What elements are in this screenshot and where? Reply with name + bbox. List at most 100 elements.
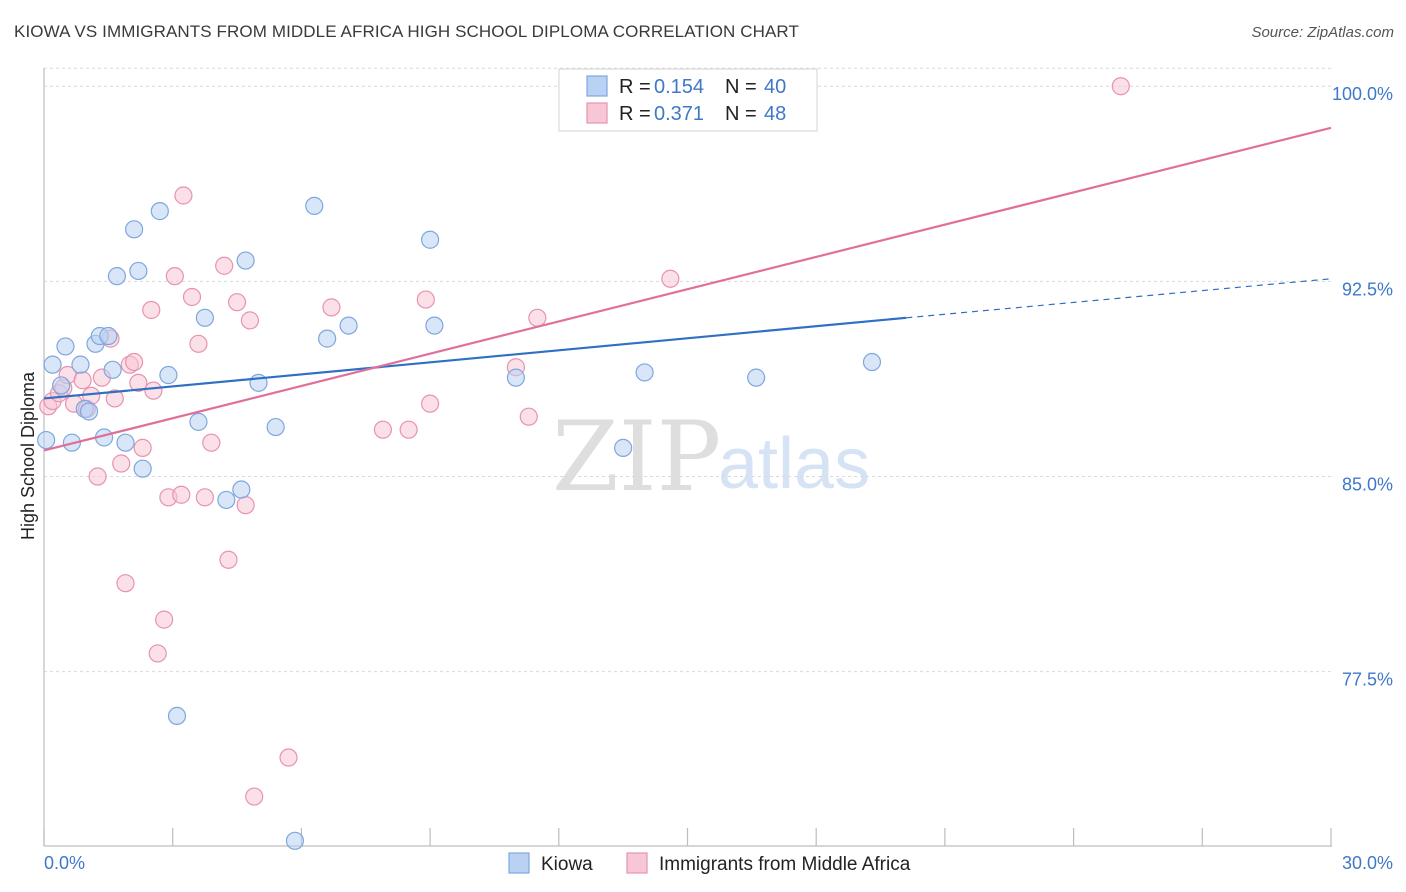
data-point-africa: [88, 467, 107, 486]
data-point-kiowa: [232, 480, 251, 499]
data-point-africa: [144, 381, 163, 400]
data-point-africa: [421, 394, 440, 413]
bottom-legend-label-africa: Immigrants from Middle Africa: [659, 854, 911, 875]
data-point-kiowa: [52, 376, 71, 395]
legend-r-label-kiowa: R =: [619, 76, 651, 98]
y-tick-label: 85.0%: [1342, 475, 1393, 495]
data-point-africa: [416, 290, 435, 309]
legend-swatch-kiowa: [586, 75, 608, 97]
data-point-kiowa: [635, 363, 654, 382]
bottom-legend: Kiowa Immigrants from Middle Africa: [508, 852, 911, 875]
data-point-africa: [155, 610, 174, 629]
data-point-kiowa: [71, 355, 90, 374]
data-point-kiowa: [159, 365, 178, 385]
x-tick-label-min: 0.0%: [44, 853, 85, 873]
data-point-kiowa: [195, 308, 214, 327]
trendline-africa: [43, 126, 1332, 452]
series-kiowa: [37, 77, 882, 850]
data-point-africa: [133, 438, 152, 457]
legend-n-label-africa: N =: [725, 103, 757, 125]
data-point-kiowa: [124, 220, 144, 239]
bottom-legend-swatch-africa: [626, 852, 648, 874]
data-point-africa: [165, 267, 184, 286]
trendline-kiowa-extension: [906, 278, 1332, 319]
x-tick-label-max: 30.0%: [1342, 853, 1393, 873]
data-point-africa: [240, 311, 260, 330]
data-point-africa: [227, 293, 247, 312]
data-point-kiowa: [421, 230, 440, 249]
data-point-africa: [189, 334, 208, 353]
chart-title: KIOWA VS IMMIGRANTS FROM MIDDLE AFRICA H…: [14, 22, 799, 41]
data-point-kiowa: [266, 417, 285, 437]
data-point-kiowa: [506, 368, 526, 387]
data-point-africa: [172, 485, 191, 504]
data-point-africa: [105, 389, 124, 408]
legend-n-value-africa: 48: [764, 103, 786, 125]
y-tick-label: 92.5%: [1342, 279, 1393, 299]
data-point-africa: [399, 420, 418, 439]
legend-r-value-kiowa: 0.154: [654, 76, 704, 98]
data-point-kiowa: [339, 316, 358, 335]
legend-n-label-kiowa: N =: [725, 76, 757, 98]
data-point-kiowa: [56, 337, 75, 356]
data-point-africa: [528, 308, 547, 327]
data-point-kiowa: [614, 438, 633, 457]
data-point-africa: [236, 496, 255, 515]
data-point-africa: [112, 454, 131, 473]
data-point-africa: [116, 574, 135, 593]
data-point-africa: [215, 256, 234, 275]
data-point-kiowa: [862, 352, 882, 372]
data-point-africa: [219, 550, 238, 569]
data-point-kiowa: [129, 261, 148, 281]
data-point-kiowa: [747, 368, 766, 387]
data-point-africa: [174, 186, 193, 205]
data-point-africa: [1111, 77, 1130, 96]
data-point-kiowa: [133, 459, 152, 478]
data-point-africa: [245, 787, 264, 806]
data-point-africa: [279, 748, 298, 767]
data-point-africa: [661, 269, 680, 288]
data-point-africa: [73, 371, 92, 390]
top-legend: R = 0.154 N = 40 R = 0.371 N = 48: [558, 68, 818, 132]
legend-n-value-kiowa: 40: [764, 76, 786, 98]
data-point-africa: [195, 488, 214, 507]
data-point-kiowa: [37, 430, 56, 450]
gridlines: [44, 67, 1331, 673]
data-point-africa: [373, 420, 393, 439]
legend-r-label-africa: R =: [619, 103, 651, 125]
data-point-africa: [129, 373, 148, 392]
trendline-kiowa: [43, 316, 907, 400]
data-point-africa: [142, 300, 161, 320]
data-point-kiowa: [79, 402, 99, 421]
data-point-kiowa: [99, 326, 118, 346]
y-axis-title: High School Diploma: [18, 371, 38, 540]
watermark-zip: ZIP: [552, 401, 721, 513]
watermark-atlas: atlas: [718, 424, 870, 504]
y-tick-label: 100.0%: [1332, 84, 1393, 104]
data-point-kiowa: [43, 355, 62, 374]
data-point-africa: [202, 433, 221, 452]
y-tick-labels: 77.5% 85.0% 92.5% 100.0%: [1332, 84, 1393, 689]
data-point-kiowa: [285, 831, 305, 850]
data-point-kiowa: [150, 202, 169, 221]
data-point-africa: [124, 352, 144, 372]
y-tick-label: 77.5%: [1342, 670, 1393, 690]
data-point-kiowa: [236, 251, 255, 270]
trendlines: [43, 126, 1332, 452]
data-point-africa: [148, 644, 167, 663]
bottom-legend-swatch-kiowa: [508, 852, 530, 874]
data-point-kiowa: [116, 433, 135, 452]
data-point-kiowa: [189, 412, 208, 431]
x-axis-ticks: [43, 828, 1332, 846]
data-point-africa: [182, 287, 202, 307]
data-point-kiowa: [305, 196, 324, 216]
legend-r-value-africa: 0.371: [654, 103, 704, 125]
data-point-kiowa: [167, 706, 187, 725]
data-point-kiowa: [318, 329, 337, 348]
bottom-legend-label-kiowa: Kiowa: [541, 854, 593, 875]
data-point-kiowa: [103, 360, 122, 379]
data-point-kiowa: [107, 267, 127, 286]
data-point-kiowa: [425, 316, 444, 335]
data-point-africa: [519, 407, 538, 426]
